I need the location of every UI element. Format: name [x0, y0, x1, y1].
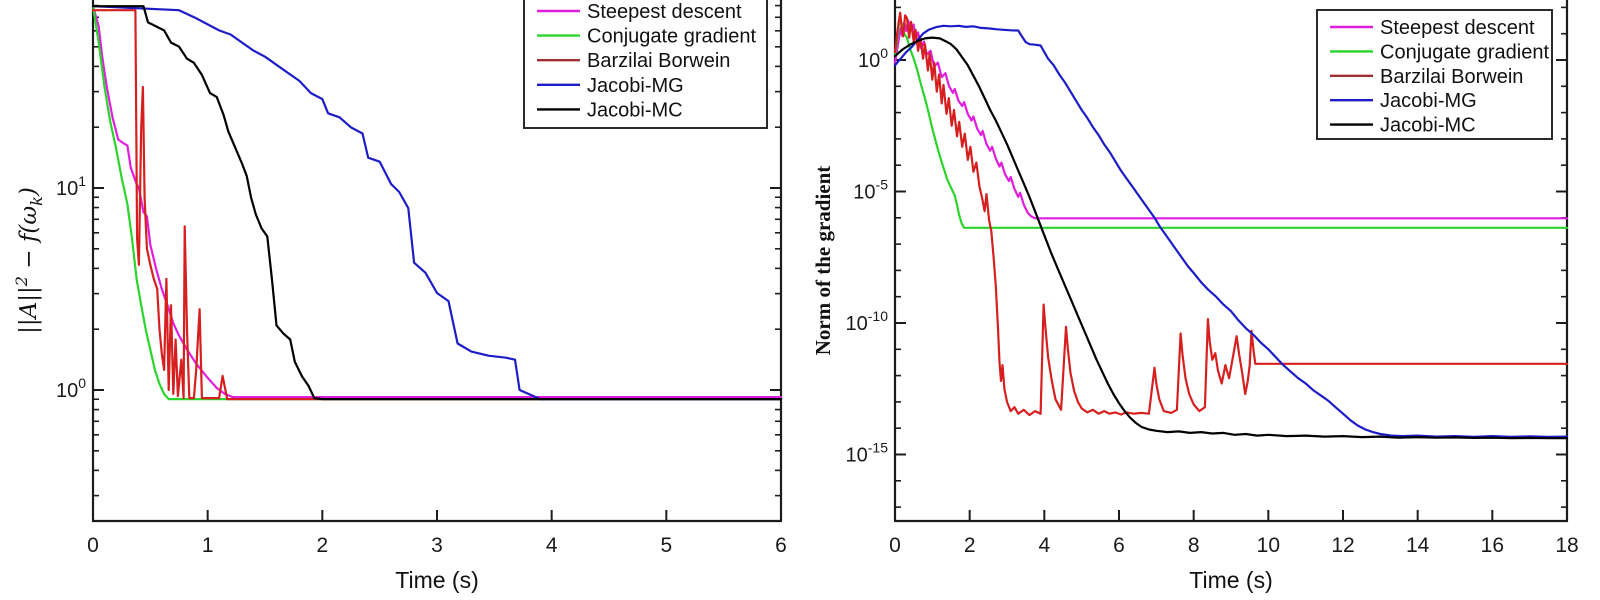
series-conjugate-gradient	[91, 5, 783, 401]
x-tick-label: 6	[1113, 534, 1125, 557]
legend-box	[523, 0, 768, 129]
series-jacobi-mc	[91, 5, 783, 401]
x-tick-label: 4	[1038, 534, 1050, 557]
legend-label: Jacobi-MC	[587, 99, 683, 121]
legend-label: Barzilai Borwein	[1380, 66, 1523, 88]
x-tick-label: 3	[431, 534, 443, 557]
x-tick-label: 5	[660, 534, 672, 557]
x-tick-label: 2	[316, 534, 328, 557]
x-axis-title: Time (s)	[1189, 567, 1272, 593]
y-tick-label: 10-10	[846, 308, 889, 335]
x-tick-label: 0	[889, 534, 901, 557]
series-steepest-descent	[893, 19, 1569, 220]
x-tick-label: 18	[1555, 534, 1578, 557]
legend-label: Barzilai Borwein	[587, 50, 730, 72]
x-tick-label: 4	[546, 534, 558, 557]
y-tick-label: 10-5	[853, 177, 888, 204]
legend-label: Steepest descent	[1380, 17, 1535, 39]
legend-label: Conjugate gradient	[587, 26, 756, 48]
y-tick-label: 10-15	[846, 440, 889, 467]
y-axis-title: ||A||2 − f(ωk)	[12, 187, 46, 334]
legend-label: Jacobi-MC	[1380, 115, 1476, 137]
x-tick-label: 12	[1331, 534, 1354, 557]
x-tick-label: 6	[775, 534, 787, 557]
series-steepest-descent	[91, 5, 783, 399]
legend-label: Jacobi-MG	[587, 75, 684, 97]
x-tick-label: 0	[87, 534, 99, 557]
x-tick-label: 8	[1188, 534, 1200, 557]
y-tick-label: 100	[858, 45, 888, 72]
x-tick-label: 1	[202, 534, 214, 557]
x-tick-label: 16	[1481, 534, 1504, 557]
y-tick-label: 101	[56, 173, 86, 200]
x-tick-label: 14	[1406, 534, 1430, 557]
series-jacobi-mg	[893, 24, 1569, 438]
legend-label: Conjugate gradient	[1380, 41, 1549, 63]
x-axis-title: Time (s)	[395, 567, 478, 593]
x-tick-label: 2	[964, 534, 976, 557]
series-barzilai-borwein	[91, 9, 783, 401]
legend-label: Steepest descent	[587, 1, 742, 23]
legend-label: Jacobi-MG	[1380, 90, 1477, 112]
legend-box	[1316, 9, 1553, 140]
y-axis-title: Norm of the gradient	[811, 166, 835, 356]
series-jacobi-mc	[893, 36, 1569, 440]
y-tick-label: 100	[56, 375, 86, 402]
x-tick-label: 10	[1257, 534, 1280, 557]
left-chart: 0 1 2 3 4 5 6 101 100 Time (s) ||A||2 − f(ωk) Steep…	[12, 0, 787, 593]
right-chart: 0 2 4 6 8 10 12 14 16 18 100 10-5 10-10 10-15 Time (s)…	[811, 0, 1579, 593]
series-jacobi-mg	[91, 5, 783, 401]
series-barzilai-borwein	[893, 11, 1569, 417]
